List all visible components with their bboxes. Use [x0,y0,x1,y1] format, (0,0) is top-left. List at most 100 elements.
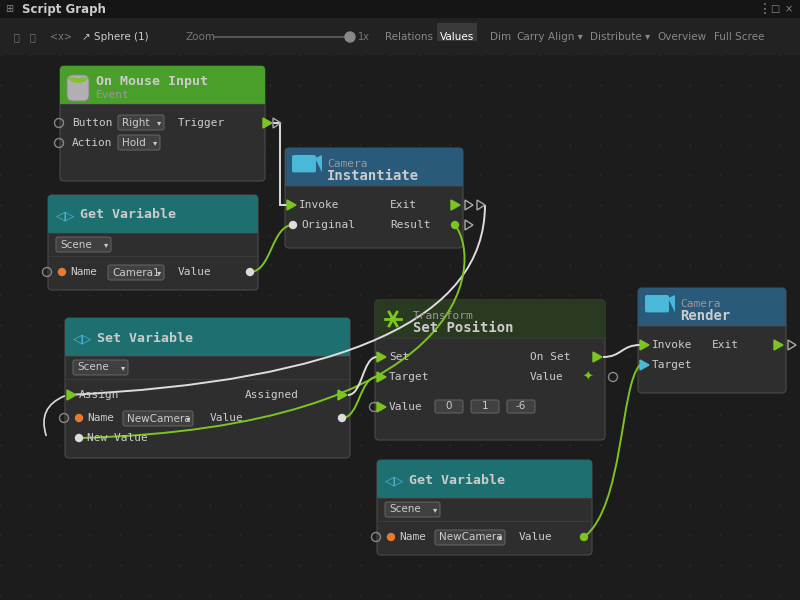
Text: ◁▷: ◁▷ [386,475,405,487]
Text: NewCamera: NewCamera [127,413,190,424]
Polygon shape [377,372,386,382]
Polygon shape [774,340,783,350]
Bar [48,214,258,234]
FancyBboxPatch shape [48,195,258,233]
Text: Name: Name [70,267,97,277]
Text: ✦: ✦ [583,370,594,383]
Text: Get Variable: Get Variable [409,473,505,487]
Circle shape [75,434,82,442]
Text: ⓘ: ⓘ [30,32,36,42]
Bar [285,167,463,187]
FancyBboxPatch shape [108,265,164,280]
Text: Value: Value [530,372,564,382]
Text: Zoom: Zoom [186,32,216,42]
Text: Set: Set [389,352,410,362]
Text: Dim: Dim [490,32,511,42]
Bar [437,23,477,41]
Text: ◁▷: ◁▷ [74,332,93,346]
Circle shape [338,415,346,421]
Text: Name: Name [399,532,426,542]
Text: Value: Value [178,267,212,277]
Text: Set Variable: Set Variable [97,331,193,344]
Text: ×: × [785,4,793,14]
Text: Invoke: Invoke [299,200,339,210]
Bar [638,307,786,327]
Text: Assigned: Assigned [245,390,299,400]
Polygon shape [640,340,649,350]
Text: 1x: 1x [358,32,370,42]
Bar [65,337,350,357]
FancyBboxPatch shape [377,460,592,498]
Text: Button: Button [72,118,113,128]
Polygon shape [668,295,675,313]
Text: Distribute ▾: Distribute ▾ [590,32,650,42]
Text: On Set: On Set [530,352,570,362]
Circle shape [581,533,587,541]
Text: <x>: <x> [50,32,72,42]
Text: ▾: ▾ [157,118,161,127]
Text: Values: Values [440,32,474,42]
FancyBboxPatch shape [375,300,605,440]
Text: ⋮: ⋮ [758,2,772,16]
Text: Value: Value [389,402,422,412]
FancyBboxPatch shape [435,530,505,545]
Text: 🔒: 🔒 [14,32,20,42]
Text: Name: Name [87,413,114,423]
FancyBboxPatch shape [73,360,128,375]
Text: New Value: New Value [87,433,148,443]
Text: □: □ [770,4,779,14]
Circle shape [58,269,66,275]
Text: ▾: ▾ [153,138,157,147]
Polygon shape [377,402,386,412]
Bar [377,479,592,499]
FancyBboxPatch shape [118,135,160,150]
Text: Invoke: Invoke [652,340,693,350]
Text: Action: Action [72,138,113,148]
Text: Camera1: Camera1 [112,268,160,277]
Text: Render: Render [680,309,730,323]
Text: ▾: ▾ [157,268,161,277]
Text: Relations: Relations [385,32,433,42]
Polygon shape [451,200,460,210]
FancyBboxPatch shape [645,295,669,313]
Text: Align ▾: Align ▾ [548,32,583,42]
Text: ▾: ▾ [433,505,437,514]
Text: -6: -6 [516,401,526,411]
Text: Set Position: Set Position [413,321,514,335]
Text: 1: 1 [482,401,488,411]
Text: ▾: ▾ [104,240,108,249]
Bar [375,319,605,339]
Text: Trigger: Trigger [178,118,226,128]
FancyBboxPatch shape [377,460,592,555]
Text: On Mouse Input: On Mouse Input [96,76,208,88]
Text: Camera: Camera [327,159,367,169]
Text: Carry: Carry [516,32,545,42]
FancyBboxPatch shape [123,411,193,426]
Polygon shape [593,352,602,362]
Circle shape [451,221,458,229]
Polygon shape [287,200,296,210]
Bar [60,85,265,105]
FancyBboxPatch shape [638,288,786,326]
Text: Get Variable: Get Variable [80,208,176,221]
FancyBboxPatch shape [65,318,350,356]
Text: Instantiate: Instantiate [327,169,419,183]
Text: Hold: Hold [122,137,146,148]
FancyBboxPatch shape [48,195,258,290]
Text: Scene: Scene [389,505,421,514]
FancyBboxPatch shape [375,300,605,338]
FancyBboxPatch shape [56,237,111,252]
FancyBboxPatch shape [67,75,89,101]
FancyBboxPatch shape [65,318,350,458]
Text: Full Scree: Full Scree [714,32,764,42]
Circle shape [387,533,394,541]
FancyBboxPatch shape [285,148,463,186]
Text: Assign: Assign [79,390,119,400]
FancyBboxPatch shape [385,502,440,517]
Text: ↗ Sphere (1): ↗ Sphere (1) [82,32,149,42]
Text: ⊞: ⊞ [5,4,13,14]
FancyBboxPatch shape [292,155,316,172]
Polygon shape [640,360,649,370]
FancyBboxPatch shape [118,115,164,130]
Text: Original: Original [301,220,355,230]
